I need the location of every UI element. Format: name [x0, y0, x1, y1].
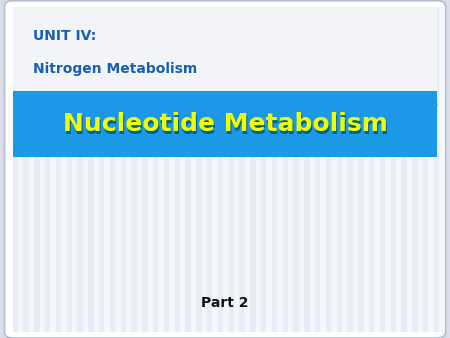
Text: Part 2: Part 2: [201, 296, 249, 310]
Bar: [304, 7, 310, 332]
Bar: [385, 7, 391, 332]
Bar: [256, 7, 261, 332]
Bar: [67, 7, 72, 332]
Bar: [374, 7, 380, 332]
Bar: [337, 7, 342, 332]
Bar: [310, 7, 315, 332]
Bar: [261, 7, 266, 332]
Bar: [401, 7, 407, 332]
Bar: [121, 7, 126, 332]
Bar: [175, 7, 180, 332]
Bar: [61, 7, 67, 332]
Bar: [72, 7, 77, 332]
Text: Nitrogen Metabolism: Nitrogen Metabolism: [33, 63, 197, 76]
Bar: [418, 7, 423, 332]
Text: Nucleotide Metabolism: Nucleotide Metabolism: [63, 112, 387, 136]
Bar: [191, 7, 196, 332]
Bar: [104, 7, 110, 332]
Bar: [115, 7, 121, 332]
Text: UNIT IV:: UNIT IV:: [33, 29, 96, 43]
Bar: [94, 7, 99, 332]
Bar: [218, 7, 223, 332]
Bar: [239, 7, 245, 332]
Bar: [212, 7, 218, 332]
Bar: [126, 7, 131, 332]
Bar: [202, 7, 207, 332]
Bar: [142, 7, 148, 332]
Bar: [266, 7, 272, 332]
Bar: [196, 7, 202, 332]
Text: Nucleotide Metabolism: Nucleotide Metabolism: [64, 115, 389, 139]
Bar: [45, 7, 50, 332]
Bar: [13, 7, 18, 332]
Bar: [234, 7, 239, 332]
Bar: [40, 7, 45, 332]
Bar: [272, 7, 277, 332]
Bar: [358, 7, 364, 332]
Bar: [34, 7, 40, 332]
Bar: [315, 7, 320, 332]
Bar: [288, 7, 293, 332]
Bar: [77, 7, 83, 332]
Bar: [131, 7, 137, 332]
Bar: [364, 7, 369, 332]
Bar: [185, 7, 191, 332]
Bar: [158, 7, 164, 332]
FancyBboxPatch shape: [4, 1, 446, 338]
Bar: [18, 7, 23, 332]
Bar: [148, 7, 153, 332]
Bar: [293, 7, 299, 332]
Bar: [250, 7, 256, 332]
Bar: [245, 7, 250, 332]
Bar: [223, 7, 229, 332]
Bar: [88, 7, 94, 332]
Bar: [229, 7, 234, 332]
Bar: [283, 7, 288, 332]
Bar: [391, 7, 396, 332]
Bar: [180, 7, 185, 332]
Bar: [369, 7, 374, 332]
Bar: [164, 7, 169, 332]
Bar: [29, 7, 34, 332]
Bar: [137, 7, 142, 332]
Bar: [396, 7, 401, 332]
Bar: [347, 7, 353, 332]
Bar: [320, 7, 326, 332]
Bar: [169, 7, 175, 332]
Bar: [99, 7, 104, 332]
Bar: [412, 7, 418, 332]
Bar: [13, 91, 437, 157]
Bar: [153, 7, 158, 332]
Bar: [277, 7, 283, 332]
Bar: [423, 7, 428, 332]
Bar: [299, 7, 304, 332]
Bar: [342, 7, 347, 332]
Bar: [428, 7, 434, 332]
Bar: [207, 7, 212, 332]
Bar: [83, 7, 88, 332]
Bar: [50, 7, 56, 332]
Bar: [353, 7, 358, 332]
Bar: [434, 7, 439, 332]
Bar: [326, 7, 331, 332]
Bar: [439, 7, 445, 332]
Bar: [56, 7, 61, 332]
Bar: [23, 7, 29, 332]
Bar: [13, 7, 437, 103]
Bar: [407, 7, 412, 332]
Bar: [110, 7, 115, 332]
Bar: [331, 7, 337, 332]
Bar: [380, 7, 385, 332]
